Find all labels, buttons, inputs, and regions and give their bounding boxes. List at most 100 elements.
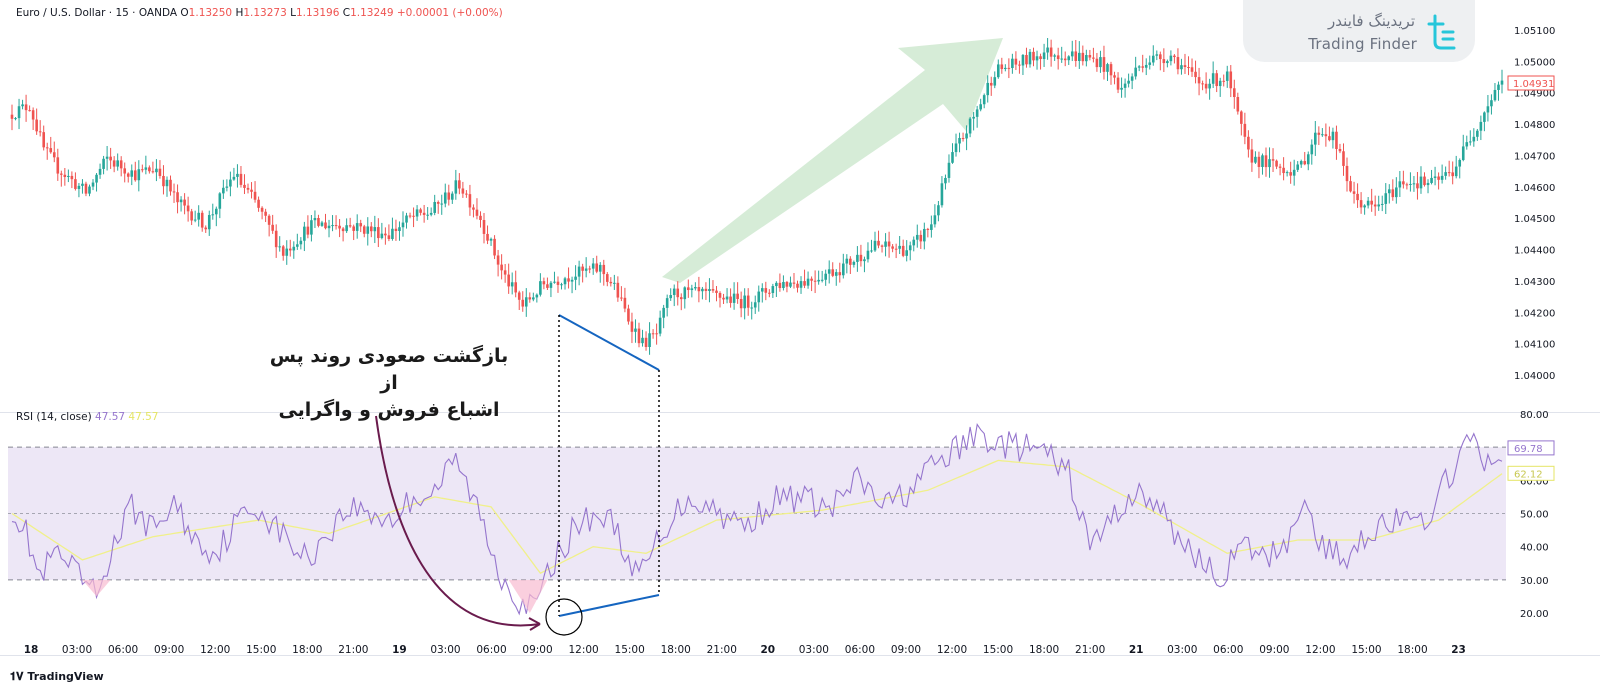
candle-down — [655, 333, 658, 335]
candle-down — [412, 215, 415, 217]
candle-down — [250, 189, 253, 192]
candle-down — [1257, 156, 1261, 167]
low-value: 1.13196 — [295, 7, 340, 19]
candle-up — [1004, 67, 1007, 70]
rsi-last-badge — [1507, 440, 1555, 456]
candle-up — [1321, 134, 1324, 136]
candle-down — [711, 289, 715, 291]
candle-up — [1155, 54, 1159, 56]
time-tick-label: 03:00 — [799, 644, 829, 656]
candle-down — [281, 246, 285, 256]
time-tick-label: 18:00 — [1397, 644, 1427, 656]
candle-down — [384, 233, 387, 236]
candle-down — [38, 131, 42, 133]
candle-down — [377, 227, 380, 239]
candle-up — [1384, 193, 1388, 204]
candle-down — [45, 147, 49, 149]
candle-down — [803, 281, 806, 286]
candle-down — [341, 228, 345, 232]
candle-up — [1380, 203, 1384, 205]
candle-down — [1102, 57, 1106, 72]
candle-up — [1166, 61, 1169, 64]
candle-down — [394, 228, 398, 232]
candle-down — [1204, 83, 1208, 89]
time-axis[interactable]: 18 03:00 06:00 09:00 12:00 15:00 18:00 21:00 19 0… — [24, 644, 1466, 656]
candle-up — [870, 250, 873, 252]
candle-up — [1500, 80, 1504, 85]
candle-down — [729, 296, 732, 303]
candle-up — [1377, 204, 1381, 207]
divergence-annotations — [375, 314, 660, 636]
candle-up — [1021, 54, 1025, 66]
candle-down — [1194, 71, 1197, 78]
candle-up — [398, 227, 401, 232]
candle-up — [197, 212, 200, 220]
candle-down — [74, 179, 77, 189]
candle-down — [253, 191, 257, 200]
candle-down — [676, 288, 680, 298]
candle-down — [630, 321, 634, 332]
candle-down — [1278, 166, 1282, 168]
candle-down — [556, 281, 560, 285]
rsi-header[interactable]: RSI (14, close) 47.57 47.57 — [16, 411, 158, 423]
candle-down — [190, 211, 193, 221]
candle-up — [1426, 182, 1430, 186]
candle-down — [1187, 67, 1190, 69]
candle-up — [834, 272, 838, 276]
candle-down — [1437, 176, 1440, 180]
candle-up — [1395, 187, 1398, 198]
candle-down — [35, 119, 38, 132]
candle-up — [1011, 58, 1014, 69]
candle-down — [919, 234, 923, 242]
candle-down — [1416, 183, 1419, 189]
close-label: C — [342, 7, 351, 19]
candle-up — [1211, 73, 1215, 84]
candle-up — [429, 212, 433, 215]
candle-down — [264, 211, 267, 216]
symbol-header[interactable]: Euro / U.S. Dollar · 15 · OANDA O1.13250… — [16, 7, 503, 19]
candle-up — [296, 244, 299, 247]
rsi-tick-label: 60.00 — [1520, 476, 1549, 487]
candle-down — [503, 270, 507, 275]
candle-up — [165, 179, 169, 187]
candle-down — [623, 297, 627, 309]
candle-up — [426, 214, 429, 216]
candle-down — [1159, 54, 1162, 60]
candle-up — [982, 95, 986, 105]
time-tick-label: 09:00 — [522, 644, 552, 656]
time-tick-label: 03:00 — [1167, 644, 1197, 656]
time-tick-label: 12:00 — [568, 644, 598, 656]
candle-up — [1261, 155, 1264, 167]
candle-down — [334, 225, 338, 227]
candle-up — [1123, 83, 1127, 88]
tradingview-brand[interactable]: 𝟏𝐕 TradingView — [10, 670, 104, 684]
candle-down — [722, 297, 725, 300]
candle-down — [764, 288, 768, 293]
candle-down — [1264, 155, 1268, 168]
price-tick-label: 1.04700 — [1514, 151, 1555, 162]
candle-down — [891, 246, 894, 249]
candle-down — [1109, 64, 1113, 76]
candle-up — [1053, 55, 1056, 57]
candle-up — [1409, 183, 1412, 185]
candle-down — [521, 299, 525, 307]
candle-up — [415, 209, 419, 217]
candle-up — [634, 328, 637, 332]
candle-down — [1335, 131, 1338, 149]
time-tick-label: 20 — [760, 644, 775, 656]
candle-up — [1078, 52, 1081, 61]
candle-up — [1310, 144, 1314, 155]
candle-down — [567, 278, 570, 282]
candle-up — [215, 208, 218, 215]
price-axis[interactable]: 1.05100 1.05000 1.04900 1.04800 1.04700 1.046… — [1507, 26, 1555, 620]
rsi-value: 47.57 — [95, 411, 126, 423]
candle-down — [436, 202, 440, 204]
candle-up — [67, 175, 70, 177]
candle-up — [207, 215, 211, 230]
candles[interactable] — [10, 38, 1504, 355]
candle-down — [274, 230, 278, 248]
candle-up — [1070, 51, 1074, 57]
candle-down — [246, 187, 250, 190]
candle-down — [961, 137, 965, 139]
